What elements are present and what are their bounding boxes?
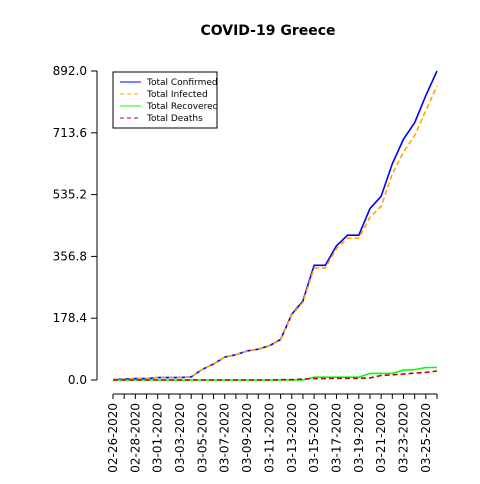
x-tick-label: 03-17-2020 bbox=[329, 403, 343, 473]
x-tick-label: 03-11-2020 bbox=[262, 403, 276, 473]
y-tick-label: 178.4 bbox=[53, 311, 87, 325]
x-tick-label: 03-07-2020 bbox=[218, 403, 232, 473]
x-tick-label: 03-15-2020 bbox=[307, 403, 321, 473]
x-tick-label: 03-13-2020 bbox=[285, 403, 299, 473]
x-tick-label: 03-25-2020 bbox=[419, 403, 433, 473]
series-line-total-deaths bbox=[113, 370, 438, 381]
x-tick-label: 03-03-2020 bbox=[173, 403, 187, 473]
x-tick-label: 03-21-2020 bbox=[374, 403, 388, 473]
plot-area bbox=[112, 70, 438, 381]
chart-title: COVID-19 Greece bbox=[200, 23, 335, 39]
y-tick-label: 535.2 bbox=[53, 188, 87, 202]
y-tick-label: 356.8 bbox=[53, 249, 87, 263]
legend: Total Confirmed Total Infected Total Recov… bbox=[112, 71, 218, 129]
x-tick-label: 02-26-2020 bbox=[106, 403, 120, 473]
legend-label: Total Recovered bbox=[146, 102, 218, 112]
legend-box bbox=[112, 71, 218, 129]
legend-label: Total Infected bbox=[146, 90, 208, 100]
y-tick-label: 713.6 bbox=[53, 126, 87, 140]
x-tick-label: 02-28-2020 bbox=[128, 403, 142, 473]
y-tick-label: 0.0 bbox=[68, 373, 87, 387]
axes: 0.0 178.4 356.8 535.2 713.6 892.0 02-26-2020 02… bbox=[53, 64, 438, 473]
legend-label: Total Deaths bbox=[146, 114, 203, 124]
x-tick-label: 03-05-2020 bbox=[195, 403, 209, 473]
x-tick-label: 03-19-2020 bbox=[352, 403, 366, 473]
x-tick-label: 03-23-2020 bbox=[396, 403, 410, 473]
x-tick-label: 03-09-2020 bbox=[240, 403, 254, 473]
legend-label: Total Confirmed bbox=[146, 78, 218, 88]
series-line-total-infected bbox=[112, 85, 438, 381]
x-tick-label: 03-01-2020 bbox=[151, 403, 165, 473]
y-tick-label: 892.0 bbox=[53, 64, 87, 78]
